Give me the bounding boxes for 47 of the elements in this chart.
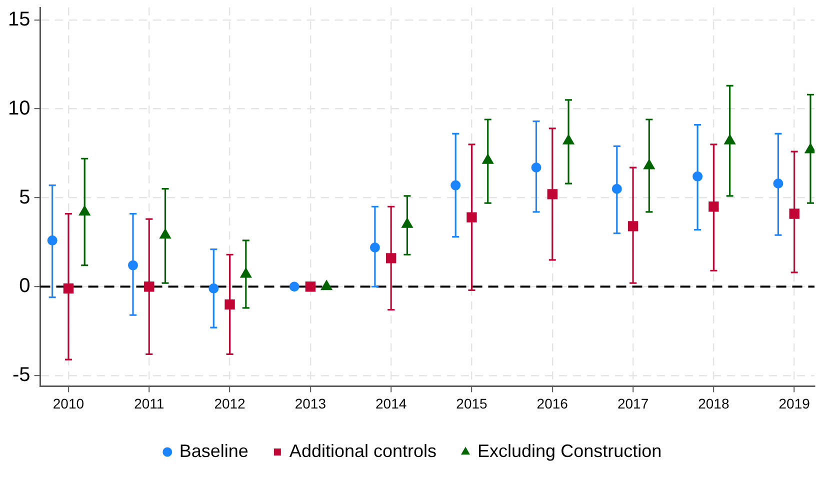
point xyxy=(482,154,494,164)
x-tick-label: 2010 xyxy=(52,395,84,412)
point xyxy=(63,283,74,294)
point xyxy=(562,134,574,144)
point xyxy=(531,162,542,173)
y-tick-label: 0 xyxy=(19,275,30,298)
y-tick-label: 15 xyxy=(8,8,30,30)
legend-label: Excluding Construction xyxy=(478,440,662,461)
x-tick-label: 2016 xyxy=(536,395,568,412)
legend-label: Additional controls xyxy=(289,440,437,461)
x-tick-label: 2012 xyxy=(214,395,246,412)
x-tick-label: 2015 xyxy=(456,395,488,412)
x-tick-label: 2011 xyxy=(134,395,164,412)
legend-label: Baseline xyxy=(179,440,248,461)
y-tick-label: -5 xyxy=(12,364,30,386)
y-tick-label: 10 xyxy=(8,97,30,120)
point xyxy=(789,208,800,219)
point xyxy=(643,159,655,170)
point xyxy=(612,184,622,194)
point xyxy=(370,242,380,253)
point xyxy=(305,282,316,292)
x-tick-label: 2019 xyxy=(778,395,810,412)
point xyxy=(208,283,219,294)
point xyxy=(386,253,396,264)
point xyxy=(128,260,138,270)
point xyxy=(708,202,719,212)
point xyxy=(160,228,171,239)
point xyxy=(466,212,477,222)
point xyxy=(402,218,413,228)
x-tick-label: 2014 xyxy=(376,395,407,412)
point xyxy=(692,171,703,182)
point xyxy=(224,299,235,310)
y-tick-label: 5 xyxy=(19,186,30,208)
point xyxy=(773,178,784,189)
point xyxy=(547,189,558,200)
x-tick-label: 2017 xyxy=(617,395,649,412)
point xyxy=(320,280,332,290)
point xyxy=(144,282,154,292)
point xyxy=(724,134,736,144)
x-tick-label: 2018 xyxy=(698,395,730,412)
point xyxy=(289,282,300,292)
x-tick-label: 2013 xyxy=(294,395,326,412)
point xyxy=(628,221,638,232)
point xyxy=(450,180,461,190)
point xyxy=(78,205,90,216)
point xyxy=(240,268,252,278)
point xyxy=(47,235,58,246)
